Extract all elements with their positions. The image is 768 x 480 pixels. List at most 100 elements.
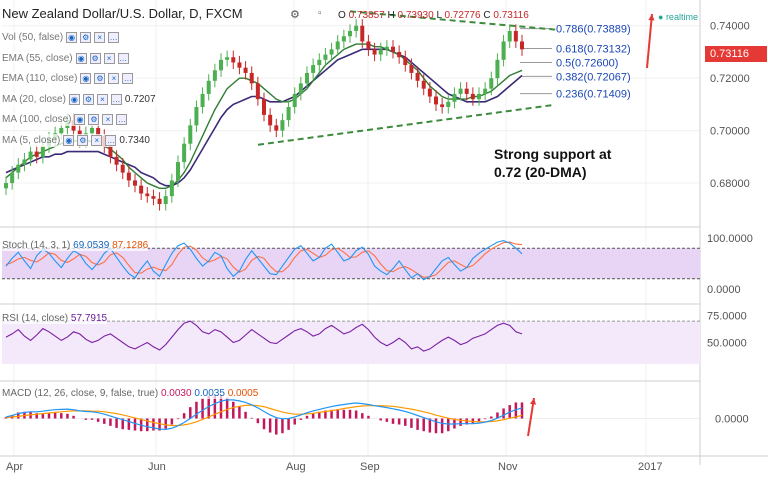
indicator-row-vol[interactable]: Vol (50, false) ◉ ⚙ ×… (2, 31, 123, 44)
candle-body (200, 93, 205, 108)
price-axis: 0.74000 0.72000 0.70000 0.68000 100.0000 0.00… (707, 21, 753, 426)
macd-arrow (527, 397, 535, 437)
candle-body (10, 172, 15, 184)
more-icon[interactable]: … (117, 53, 129, 64)
candle-body (176, 162, 180, 181)
rsi-legend[interactable]: RSI (14, close) 57.7915 (2, 313, 108, 324)
more-icon[interactable]: … (110, 94, 122, 105)
indicator-row-ema55[interactable]: EMA (55, close) ◉ ⚙ ×… (2, 52, 132, 65)
indicator-label: EMA (110, close) (2, 73, 78, 84)
gear-icon[interactable]: ⚙ (82, 94, 94, 105)
stoch-tick-label: 100.0000 (707, 233, 753, 245)
settings-gear-icon[interactable]: ⚙ (290, 9, 300, 21)
close-icon[interactable]: × (108, 73, 120, 84)
candle-body (323, 54, 328, 60)
more-icon[interactable]: … (108, 32, 120, 43)
fib-level-label: 0.5(0.72600) (556, 57, 618, 69)
candle-body (163, 196, 168, 205)
close-icon[interactable]: × (96, 94, 108, 105)
eye-icon[interactable]: ◉ (75, 53, 87, 64)
price-tick-label: 0.68000 (710, 178, 750, 190)
candle-body (354, 25, 359, 31)
gear-icon[interactable]: ⚙ (94, 73, 106, 84)
resistance-trendline (349, 10, 557, 31)
open-value: 0.73857 (348, 10, 385, 21)
stoch-band (2, 248, 700, 279)
indicator-value: 0.7340 (119, 135, 150, 146)
eye-icon[interactable]: ◉ (66, 32, 78, 43)
time-tick-label: 2017 (638, 461, 662, 473)
realtime-label: realtime (665, 12, 698, 22)
indicator-row-ma5[interactable]: MA (5, close) ◉ ⚙ ×… 0.7340 (2, 134, 153, 147)
gear-icon[interactable]: ⚙ (77, 135, 89, 146)
indicator-row-ma20[interactable]: MA (20, close) ◉ ⚙ ×… 0.7207 (2, 93, 159, 106)
fibonacci-levels (520, 28, 552, 95)
time-tick-label: Aug (286, 461, 306, 473)
eye-icon[interactable]: ◉ (63, 135, 75, 146)
candle-body (126, 172, 131, 181)
candle-body (22, 159, 27, 165)
gear-icon[interactable]: ⚙ (88, 114, 100, 125)
indicator-row-ma100[interactable]: MA (100, close) ◉ ⚙ ×… (2, 113, 131, 126)
price-tick-label: 0.74000 (710, 21, 750, 33)
candle-body (477, 93, 481, 100)
candle-body (489, 78, 494, 89)
candle-body (391, 46, 395, 52)
candle-body (360, 25, 365, 42)
candle-body (114, 156, 119, 165)
eye-icon[interactable]: ◉ (80, 73, 92, 84)
candle-body (384, 46, 389, 50)
stoch-d-value: 87.1286 (112, 240, 149, 251)
indicator-label: MA (100, close) (2, 114, 72, 125)
macd-value: 0.0035 (194, 388, 225, 399)
eye-icon[interactable]: ◉ (74, 114, 86, 125)
symbol-title[interactable]: New Zealand Dollar/U.S. Dollar, D, FXCM (2, 6, 243, 21)
rsi-tick-label: 75.0000 (707, 311, 747, 323)
gear-icon[interactable]: ⚙ (80, 32, 92, 43)
candle-body (335, 41, 340, 50)
stochastic-lines (5, 240, 523, 281)
eye-icon[interactable]: ◉ (68, 94, 80, 105)
candle-body (90, 127, 94, 134)
candle-body (317, 59, 322, 66)
candle-body (274, 125, 279, 131)
indicator-row-ema110[interactable]: EMA (110, close) ◉ ⚙ ×… (2, 72, 137, 85)
stoch-legend[interactable]: Stoch (14, 3, 1) 69.0539 87.1286 (2, 240, 149, 251)
candle-body (206, 80, 211, 94)
macd-line (5, 399, 523, 431)
candle-body (108, 146, 113, 157)
candle-body (464, 88, 469, 94)
candle-body (249, 72, 254, 84)
candle-body (157, 198, 162, 205)
fib-level-label: 0.236(0.71409) (556, 89, 631, 101)
macd-arrow-head (530, 398, 537, 405)
candle-body (495, 59, 500, 79)
more-icon[interactable]: … (122, 73, 134, 84)
candle-body (329, 49, 334, 55)
macd-legend[interactable]: MACD (12, 26, close, 9, false, true) 0.0… (2, 388, 259, 399)
close-icon[interactable]: × (103, 53, 115, 64)
oscillator-bands (2, 247, 700, 364)
close-icon[interactable]: × (91, 135, 103, 146)
candle-body (513, 30, 518, 42)
close-icon[interactable]: × (94, 32, 106, 43)
candle-body (366, 41, 371, 50)
candle-body (194, 107, 199, 126)
close-icon[interactable]: × (102, 114, 114, 125)
more-icon[interactable]: … (105, 135, 117, 146)
time-tick-label: Apr (6, 461, 23, 473)
time-tick-label: Nov (498, 461, 518, 473)
price-tick-label: 0.72000 (710, 73, 750, 85)
candle-body (145, 193, 150, 197)
rsi-label: RSI (14, close) (2, 313, 69, 324)
more-menu-icon[interactable]: ▫ (318, 8, 322, 19)
candle-body (16, 164, 21, 173)
trendlines[interactable] (257, 10, 557, 146)
rsi-line (5, 320, 523, 352)
more-icon[interactable]: … (116, 114, 128, 125)
candle-body (403, 57, 408, 66)
gear-icon[interactable]: ⚙ (89, 53, 101, 64)
chart-header: New Zealand Dollar/U.S. Dollar, D, FXCM … (0, 0, 700, 22)
candle-body (59, 127, 64, 134)
